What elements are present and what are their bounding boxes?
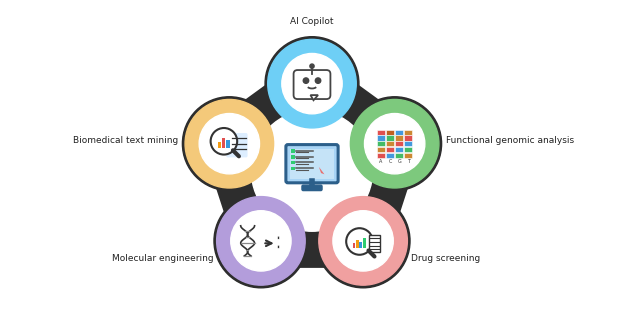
Bar <box>404 153 412 158</box>
Circle shape <box>231 211 291 271</box>
Bar <box>218 142 221 148</box>
Circle shape <box>217 196 305 285</box>
Circle shape <box>185 99 273 188</box>
Bar <box>404 130 412 135</box>
Circle shape <box>276 231 281 236</box>
Bar <box>395 135 403 140</box>
Circle shape <box>265 37 359 131</box>
Circle shape <box>348 97 442 191</box>
Circle shape <box>346 228 373 255</box>
Bar <box>222 138 225 148</box>
FancyBboxPatch shape <box>226 133 248 157</box>
Bar <box>404 135 412 140</box>
Bar <box>395 130 403 135</box>
Circle shape <box>351 99 439 188</box>
Bar <box>290 149 334 179</box>
Text: T: T <box>407 159 410 164</box>
Circle shape <box>315 78 321 83</box>
Circle shape <box>268 39 356 128</box>
Circle shape <box>276 249 281 254</box>
Bar <box>359 242 362 248</box>
FancyBboxPatch shape <box>293 70 331 99</box>
Bar <box>386 135 394 140</box>
Circle shape <box>310 64 314 68</box>
Bar <box>377 147 385 152</box>
Circle shape <box>364 113 425 174</box>
Bar <box>386 130 394 135</box>
Bar <box>386 141 394 146</box>
Bar <box>356 240 359 248</box>
Text: AI Copilot: AI Copilot <box>290 17 334 26</box>
Bar <box>404 147 412 152</box>
Bar <box>227 140 230 148</box>
Bar <box>395 141 403 146</box>
Text: Drug screening: Drug screening <box>411 255 480 263</box>
Text: Biomedical text mining: Biomedical text mining <box>73 136 178 145</box>
Circle shape <box>214 194 308 288</box>
Bar <box>363 238 366 248</box>
Polygon shape <box>319 167 324 174</box>
Text: G: G <box>397 159 401 164</box>
Bar <box>291 167 295 171</box>
Bar <box>291 161 295 164</box>
Bar <box>404 141 412 146</box>
FancyBboxPatch shape <box>369 236 380 252</box>
Circle shape <box>303 78 309 83</box>
Polygon shape <box>311 95 318 100</box>
Circle shape <box>282 53 342 114</box>
Circle shape <box>199 113 260 174</box>
Bar <box>377 153 385 158</box>
Text: Molecular engineering: Molecular engineering <box>112 255 213 263</box>
Text: Functional genomic analysis: Functional genomic analysis <box>446 136 573 145</box>
Circle shape <box>316 194 410 288</box>
Circle shape <box>319 196 407 285</box>
Bar <box>395 153 403 158</box>
FancyBboxPatch shape <box>302 185 322 191</box>
Bar <box>377 141 385 146</box>
Bar <box>386 153 394 158</box>
FancyBboxPatch shape <box>286 145 338 183</box>
Circle shape <box>182 97 276 191</box>
Text: C: C <box>389 159 392 164</box>
Bar <box>377 130 385 135</box>
Bar <box>291 149 295 153</box>
Circle shape <box>333 211 393 271</box>
Circle shape <box>251 110 373 231</box>
Bar <box>377 135 385 140</box>
Bar <box>291 155 295 158</box>
Text: A: A <box>379 159 383 164</box>
Circle shape <box>211 128 237 154</box>
Bar <box>353 243 355 248</box>
Circle shape <box>276 240 281 245</box>
Bar <box>395 147 403 152</box>
Bar <box>386 147 394 152</box>
